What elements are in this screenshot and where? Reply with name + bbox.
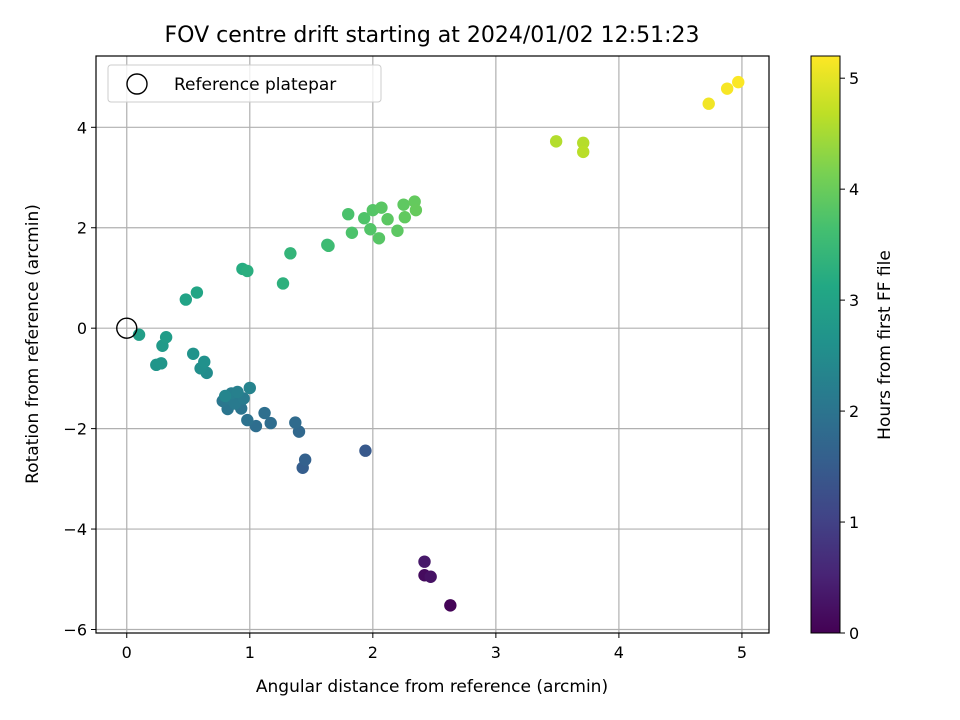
- y-tick-label-3: 0: [77, 319, 87, 338]
- colorbar-tick-label-3: 3: [849, 291, 859, 310]
- data-points: [116, 75, 745, 612]
- colorbar-tick-label-0: 0: [849, 624, 859, 643]
- data-point-52: [409, 203, 423, 217]
- y-tick-label-4: 2: [77, 219, 87, 238]
- data-point-55: [577, 145, 590, 159]
- data-point-32: [179, 293, 193, 306]
- y-tick-label-1: −4: [63, 520, 87, 539]
- colorbar-tick-label-2: 2: [849, 402, 859, 421]
- data-point-35: [241, 264, 254, 278]
- colorbar-gradient: [810, 55, 841, 634]
- data-point-46: [375, 201, 388, 214]
- data-point-33: [190, 286, 204, 299]
- x-tick-label-5: 5: [737, 643, 747, 662]
- data-point-40: [342, 207, 355, 221]
- chart-title: FOV centre drift starting at 2024/01/02 …: [165, 23, 700, 48]
- data-point-26: [186, 347, 200, 360]
- x-tick-label-1: 1: [245, 643, 255, 662]
- data-point-28: [155, 357, 168, 370]
- legend-reference-label: Reference platepar: [174, 75, 336, 95]
- legend-reference-marker: [126, 73, 148, 95]
- grid-lines: [96, 56, 769, 633]
- data-point-41: [345, 226, 359, 239]
- data-point-57: [720, 82, 734, 95]
- x-tick-label-4: 4: [614, 643, 624, 662]
- data-point-9: [264, 416, 277, 430]
- data-point-42: [358, 212, 371, 225]
- data-point-43: [364, 223, 377, 236]
- reference-platepar-marker: [116, 317, 138, 339]
- y-axis-ticks: −6 −4 −2 0 2 4: [63, 118, 96, 639]
- colorbar-label: Hours from first FF file: [875, 250, 895, 440]
- data-point-58: [732, 75, 745, 89]
- data-point-20: [231, 385, 244, 399]
- colorbar: 0 1 2 3 4 5 Hours from first FF file: [810, 55, 895, 643]
- colorbar-tick-label-4: 4: [849, 180, 859, 199]
- colorbar-ticks: 0 1 2 3 4 5: [840, 69, 859, 643]
- legend-box: [107, 64, 382, 103]
- data-point-54: [577, 136, 590, 150]
- data-point-3: [418, 555, 431, 568]
- data-point-30: [159, 331, 173, 344]
- colorbar-tick-label-5: 5: [849, 69, 859, 88]
- data-point-50: [398, 210, 412, 224]
- data-point-39: [322, 239, 335, 253]
- data-point-2: [424, 570, 437, 583]
- x-tick-label-2: 2: [368, 643, 378, 662]
- data-point-36: [276, 277, 290, 290]
- y-tick-label-5: 4: [77, 118, 87, 137]
- data-point-25: [198, 355, 211, 369]
- y-tick-label-2: −2: [63, 420, 87, 439]
- plot-frame: [95, 55, 770, 634]
- data-point-8: [289, 416, 302, 429]
- data-point-0: [444, 599, 457, 612]
- data-point-21: [243, 381, 256, 395]
- colorbar-tick-label-1: 1: [849, 513, 859, 532]
- data-point-49: [397, 198, 410, 211]
- data-point-56: [702, 97, 715, 110]
- data-point-11: [249, 419, 263, 433]
- x-axis-label: Angular distance from reference (arcmin): [256, 677, 608, 697]
- data-point-10: [258, 406, 271, 420]
- data-point-12: [241, 413, 254, 427]
- x-tick-label-3: 3: [491, 643, 501, 662]
- x-axis-ticks: 0 1 2 3 4 5: [122, 633, 747, 662]
- data-point-47: [381, 213, 394, 226]
- data-point-6: [298, 453, 312, 466]
- data-point-4: [359, 444, 372, 457]
- y-axis-label: Rotation from reference (arcmin): [23, 204, 43, 484]
- y-tick-label-0: −6: [63, 620, 87, 639]
- data-point-48: [391, 224, 404, 237]
- data-point-53: [549, 135, 563, 148]
- data-point-37: [284, 247, 297, 260]
- x-tick-label-0: 0: [122, 643, 132, 662]
- data-point-22: [218, 389, 232, 403]
- data-point-45: [372, 232, 386, 245]
- legend: Reference platepar: [107, 64, 382, 103]
